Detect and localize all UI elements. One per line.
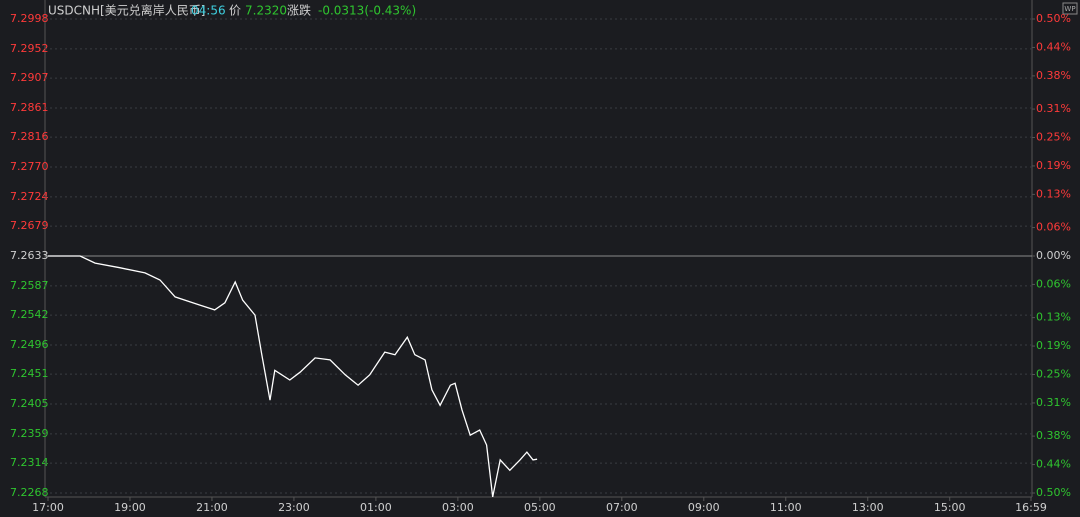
y2-tick-label: 0.06%: [1036, 277, 1071, 290]
x-tick-label: 19:00: [114, 501, 146, 514]
price: 7.2320: [245, 4, 287, 18]
y-tick-label: 7.2679: [10, 219, 49, 232]
x-tick-label: 23:00: [278, 501, 310, 514]
y2-tick-label: 0.50%: [1036, 12, 1071, 25]
x-tick-label: 15:00: [934, 501, 966, 514]
change: -0.0313(-0.43%): [318, 4, 416, 18]
y-tick-label: 7.2907: [10, 71, 49, 84]
x-tick-label: 16:59: [1015, 501, 1047, 514]
y-tick-label: 7.2633: [10, 249, 49, 262]
y-tick-label: 7.2816: [10, 130, 49, 143]
x-tick-label: 05:00: [524, 501, 556, 514]
y2-tick-label: 0.25%: [1036, 131, 1071, 144]
y2-tick-label: 0.44%: [1036, 458, 1071, 471]
price-line: [48, 255, 538, 498]
x-tick-label: 07:00: [606, 501, 638, 514]
price-label: 价: [229, 4, 241, 18]
y-tick-label: 7.2314: [10, 456, 49, 469]
badge: WP: [1064, 5, 1075, 13]
y2-tick-label: 0.13%: [1036, 311, 1071, 324]
y-tick-label: 7.2724: [10, 190, 49, 203]
y-tick-label: 7.2268: [10, 486, 49, 499]
y2-tick-label: 0.31%: [1036, 102, 1071, 115]
y2-tick-label: 0.19%: [1036, 159, 1071, 172]
x-tick-label: 03:00: [442, 501, 474, 514]
x-tick-label: 21:00: [196, 501, 228, 514]
y-tick-label: 7.2952: [10, 42, 49, 55]
y2-tick-label: 0.00%: [1036, 249, 1071, 262]
y2-tick-label: 0.50%: [1036, 486, 1071, 499]
y2-tick-label: 0.13%: [1036, 187, 1071, 200]
x-tick-label: 09:00: [688, 501, 720, 514]
x-tick-label: 13:00: [852, 501, 884, 514]
y2-tick-label: 0.38%: [1036, 69, 1071, 82]
y2-tick-label: 0.25%: [1036, 368, 1071, 381]
x-tick-label: 11:00: [770, 501, 802, 514]
y2-tick-label: 0.38%: [1036, 429, 1071, 442]
y-tick-label: 7.2770: [10, 160, 49, 173]
y-tick-label: 7.2587: [10, 279, 49, 292]
x-tick-label: 17:00: [32, 501, 64, 514]
y-tick-label: 7.2998: [10, 12, 49, 25]
y2-tick-label: 0.44%: [1036, 40, 1071, 53]
y-tick-label: 7.2405: [10, 397, 49, 410]
x-tick-label: 01:00: [360, 501, 392, 514]
y2-tick-label: 0.19%: [1036, 339, 1071, 352]
time: 04:56: [191, 4, 226, 18]
change-label: 涨跌: [287, 3, 311, 18]
y2-tick-label: 0.31%: [1036, 396, 1071, 409]
y-tick-label: 7.2451: [10, 367, 49, 380]
y-tick-label: 7.2359: [10, 427, 49, 440]
y2-tick-label: 0.06%: [1036, 221, 1071, 234]
y-tick-label: 7.2542: [10, 308, 49, 321]
badge-box: [1062, 2, 1078, 15]
y-tick-label: 7.2861: [10, 101, 49, 114]
y-tick-label: 7.2496: [10, 338, 49, 351]
symbol: USDCNH[美元兑离岸人民币]: [48, 3, 205, 18]
